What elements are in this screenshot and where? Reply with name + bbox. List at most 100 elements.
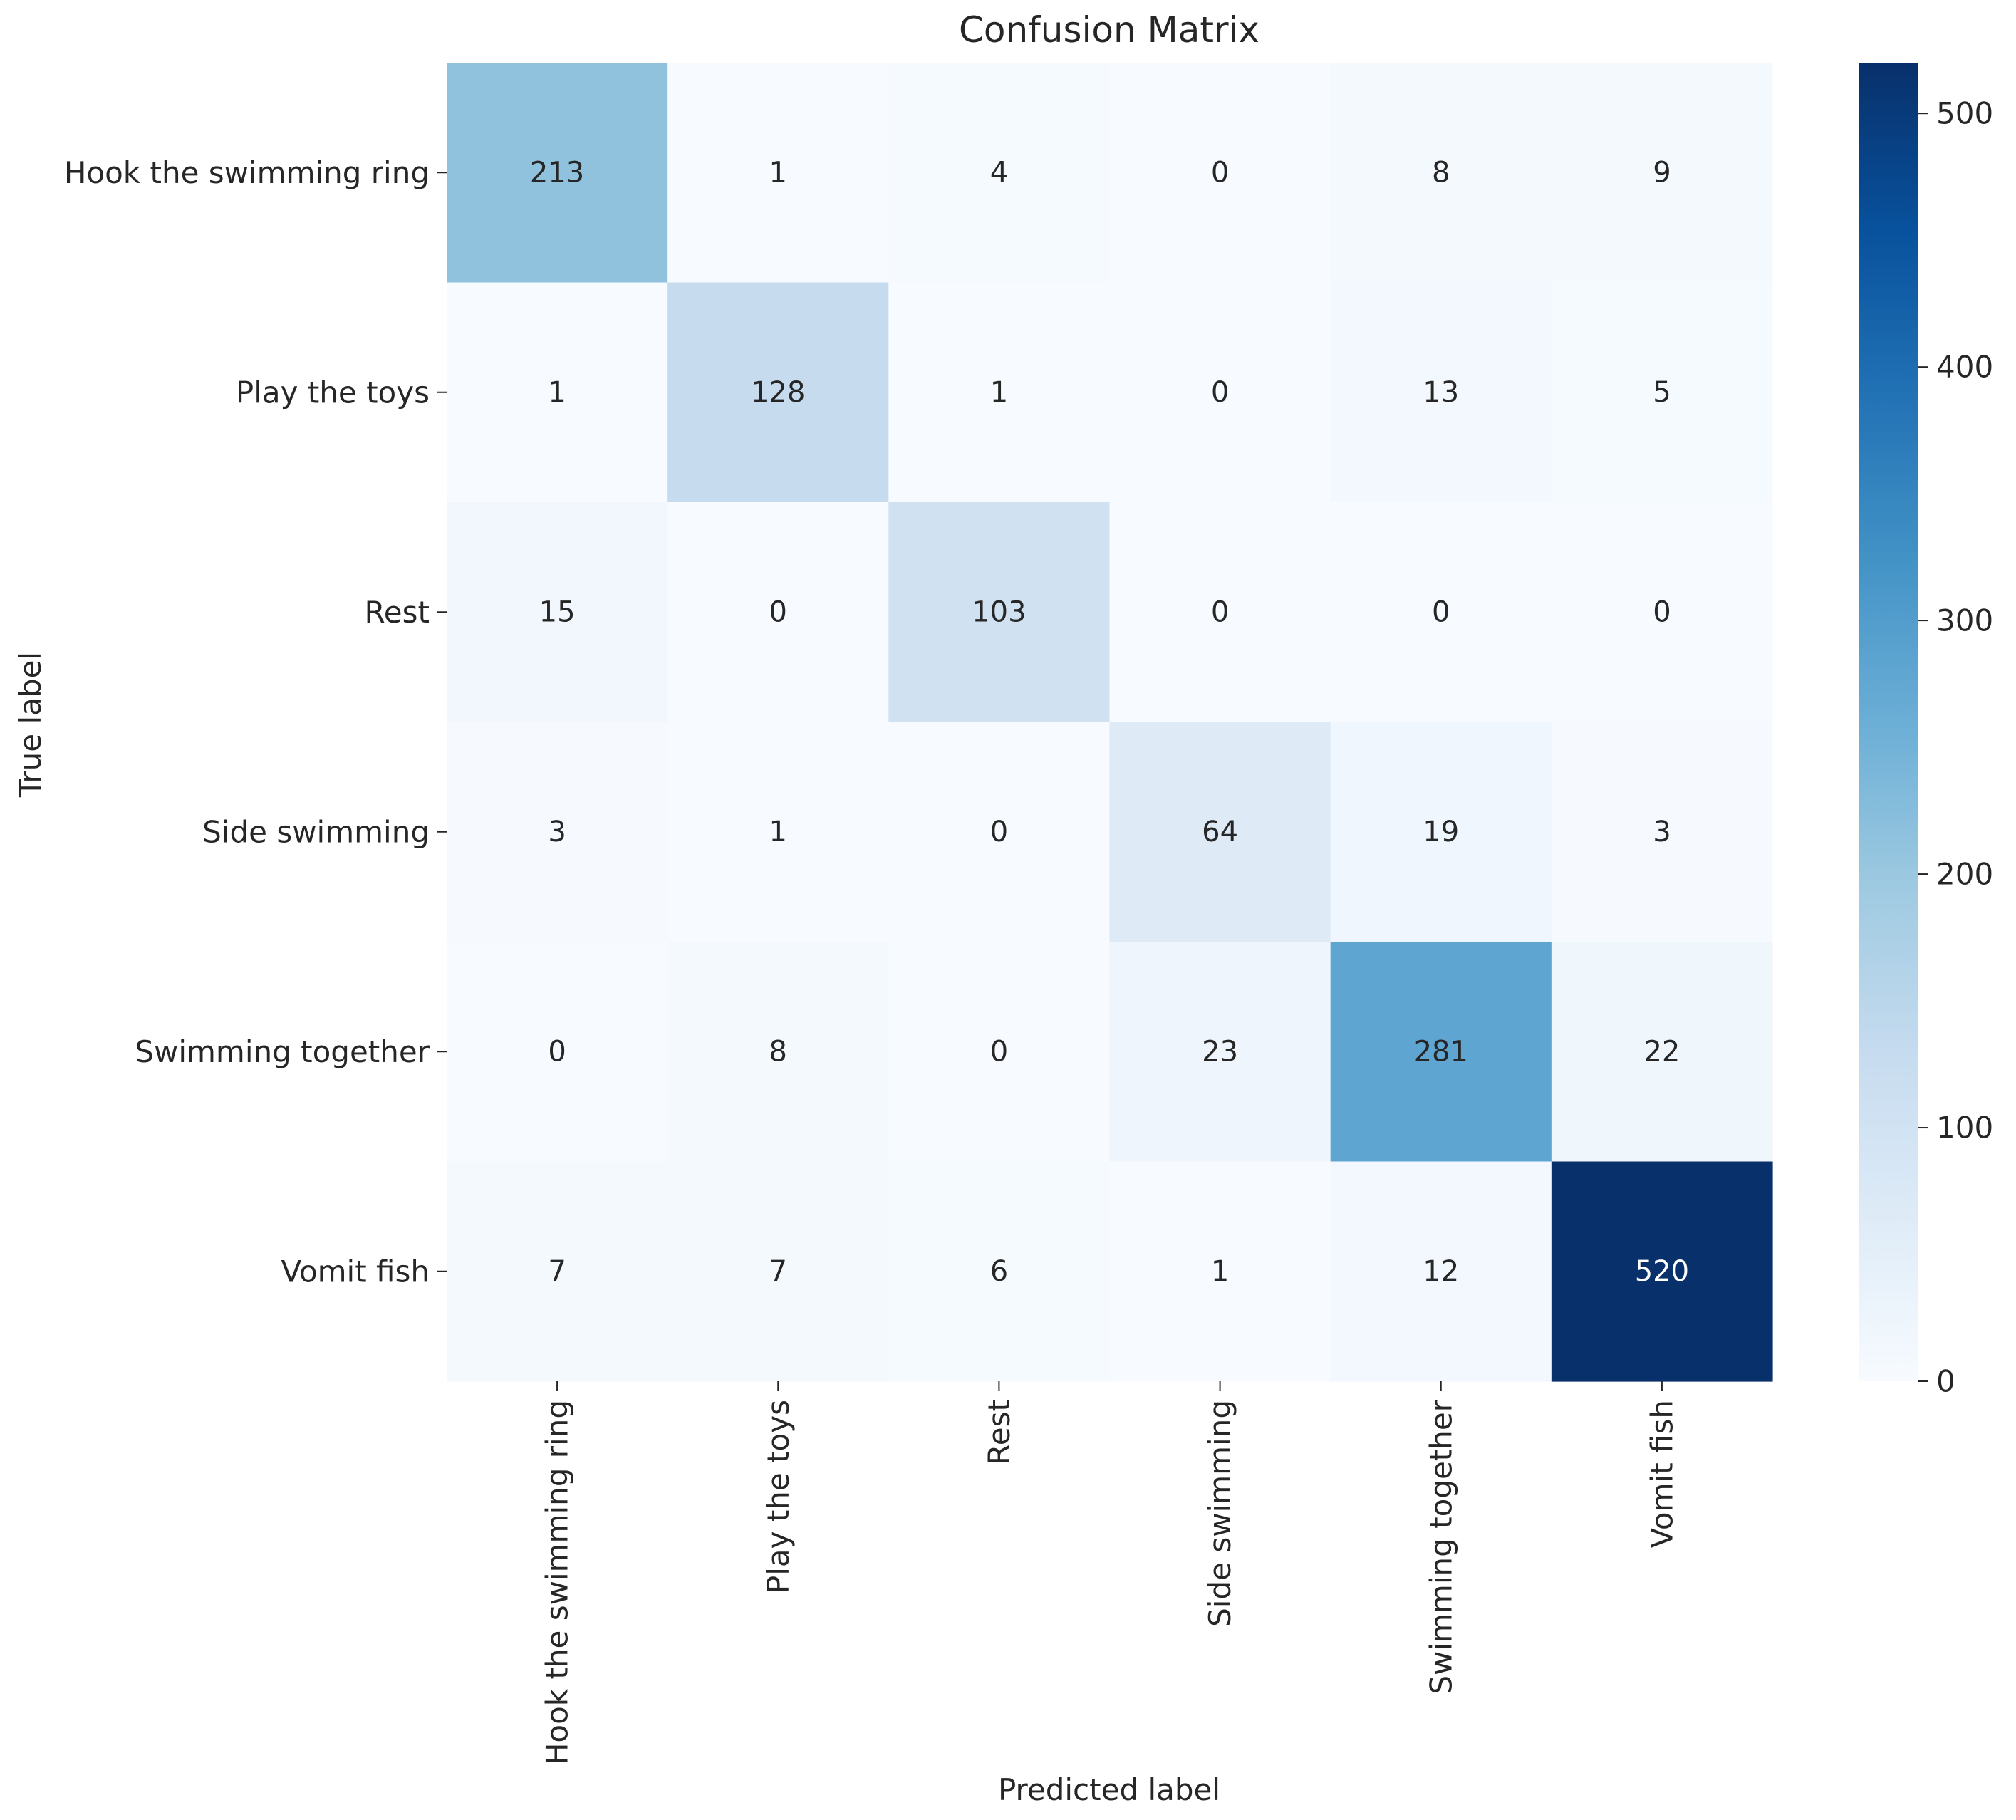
cell-value-label: 103: [972, 596, 1026, 628]
heatmap-cell: [667, 502, 889, 723]
cell-value-label: 0: [769, 596, 787, 628]
heatmap-cell: [888, 63, 1111, 284]
cell-value-label: 281: [1414, 1035, 1468, 1068]
heatmap-cell: [1109, 722, 1331, 942]
cell-value-label: 1: [548, 376, 566, 409]
heatmap-cell: [1551, 282, 1773, 503]
cell-value-label: 128: [751, 376, 805, 409]
heatmap-cell: [667, 282, 889, 503]
cell-value-label: 4: [990, 156, 1008, 189]
heatmap-cell: [888, 282, 1111, 503]
cell-value-label: 0: [1211, 376, 1229, 409]
chart-title: Confusion Matrix: [959, 9, 1259, 51]
colorbar-ticks: 0 100 200 300 400 500: [1918, 96, 1993, 1399]
cell-value-label: 13: [1423, 376, 1459, 409]
heatmap-cell: [1551, 722, 1773, 942]
heatmap-cell: [1109, 63, 1331, 284]
heatmap-cell: [447, 942, 668, 1163]
cell-value-label: 7: [548, 1255, 566, 1288]
heatmap-cell: [667, 942, 889, 1163]
heatmap-cell: [888, 1161, 1111, 1382]
y-tick-label: Vomit fish: [281, 1254, 430, 1289]
x-tick-label: Swimming together: [1423, 1399, 1458, 1694]
y-axis-ticks: Hook the swimming ring Play the toys Rest S…: [64, 155, 447, 1289]
cell-value-label: 0: [990, 1035, 1008, 1068]
heatmap-cell: [447, 63, 668, 284]
x-axis-label: Predicted label: [998, 1772, 1220, 1807]
y-tick-label: Play the toys: [236, 375, 430, 410]
cell-value-label: 0: [1211, 596, 1229, 628]
cell-value-label: 5: [1653, 376, 1671, 409]
heatmap-cell: [667, 1161, 889, 1382]
colorbar-tick-label: 400: [1936, 350, 1993, 385]
cell-value-label: 1: [990, 376, 1008, 409]
heatmap-cell: [1330, 502, 1552, 723]
cell-value-label: 0: [1211, 156, 1229, 189]
colorbar-tick-label: 500: [1936, 96, 1993, 131]
heatmap-cell: [667, 63, 889, 284]
cell-value-label: 23: [1202, 1035, 1238, 1068]
cell-value-label: 1: [1211, 1255, 1229, 1288]
heatmap-cell: [667, 722, 889, 942]
cell-value-label: 7: [769, 1255, 787, 1288]
cell-value-label: 0: [1653, 596, 1671, 628]
heatmap-cell: [447, 1161, 668, 1382]
heatmap-cell: [1330, 942, 1552, 1163]
heatmap-cell: [1551, 63, 1773, 284]
x-tick-label: Vomit fish: [1644, 1400, 1679, 1549]
y-tick-label: Rest: [365, 595, 430, 630]
heatmap-cell: [1330, 282, 1552, 503]
heatmap-cell: [447, 282, 668, 503]
cell-value-label: 19: [1423, 816, 1459, 848]
y-tick-label: Hook the swimming ring: [64, 155, 430, 190]
cell-value-label: 3: [548, 816, 566, 848]
heatmap-cell: [1109, 502, 1331, 723]
y-tick-label: Side swimming: [202, 814, 430, 849]
heatmap-cell: [888, 722, 1111, 942]
cell-value-label: 8: [1432, 156, 1450, 189]
cell-value-label: 0: [990, 816, 1008, 848]
heatmap-cell: [1551, 502, 1773, 723]
x-axis-ticks: Hook the swimming ring Play the toys Rest S…: [540, 1381, 1679, 1765]
heatmap-cells: [447, 63, 1773, 1382]
cell-value-label: 520: [1635, 1255, 1689, 1288]
cell-value-label: 3: [1653, 816, 1671, 848]
cell-value-label: 213: [530, 156, 584, 189]
heatmap-cell: [447, 502, 668, 723]
colorbar-tick-label: 0: [1936, 1364, 1955, 1399]
cell-value-label: 9: [1653, 156, 1671, 189]
heatmap-cell: [1109, 282, 1331, 503]
heatmap-cell: [1330, 63, 1552, 284]
heatmap-cell: [1330, 722, 1552, 942]
cell-value-label: 12: [1423, 1255, 1459, 1288]
heatmap-cell: [1330, 1161, 1552, 1382]
cell-value-label: 1: [769, 156, 787, 189]
cell-value-label: 6: [990, 1255, 1008, 1288]
heatmap-cell: [888, 942, 1111, 1163]
colorbar: [1859, 63, 1918, 1381]
heatmap-cell: [1109, 942, 1331, 1163]
cell-value-label: 15: [539, 596, 576, 628]
x-tick-label: Hook the swimming ring: [540, 1400, 575, 1765]
cell-value-label: 22: [1643, 1035, 1680, 1068]
cell-value-label: 0: [548, 1035, 566, 1068]
colorbar-tick-label: 300: [1936, 603, 1993, 638]
colorbar-tick-label: 100: [1936, 1111, 1993, 1145]
heatmap-cell-labels: 213 1 4 0 8 91 128 1 0 13 515 0 103 0 0 03 1 0 64 19 30 8 0 23 2…: [530, 156, 1689, 1288]
heatmap-cell: [888, 502, 1111, 723]
x-tick-label: Play the toys: [761, 1400, 796, 1593]
y-axis-label: True label: [13, 652, 48, 798]
cell-value-label: 0: [1432, 596, 1450, 628]
heatmap-cell: [1551, 942, 1773, 1163]
cell-value-label: 1: [769, 816, 787, 848]
heatmap-cell: [1551, 1161, 1773, 1382]
cell-value-label: 8: [769, 1035, 787, 1068]
x-tick-label: Rest: [982, 1400, 1017, 1465]
heatmap-cell: [1109, 1161, 1331, 1382]
heatmap-cell: [447, 722, 668, 942]
colorbar-tick-label: 200: [1936, 857, 1993, 892]
cell-value-label: 64: [1202, 816, 1238, 848]
x-tick-label: Side swimming: [1202, 1400, 1237, 1627]
y-tick-label: Swimming together: [135, 1034, 430, 1069]
